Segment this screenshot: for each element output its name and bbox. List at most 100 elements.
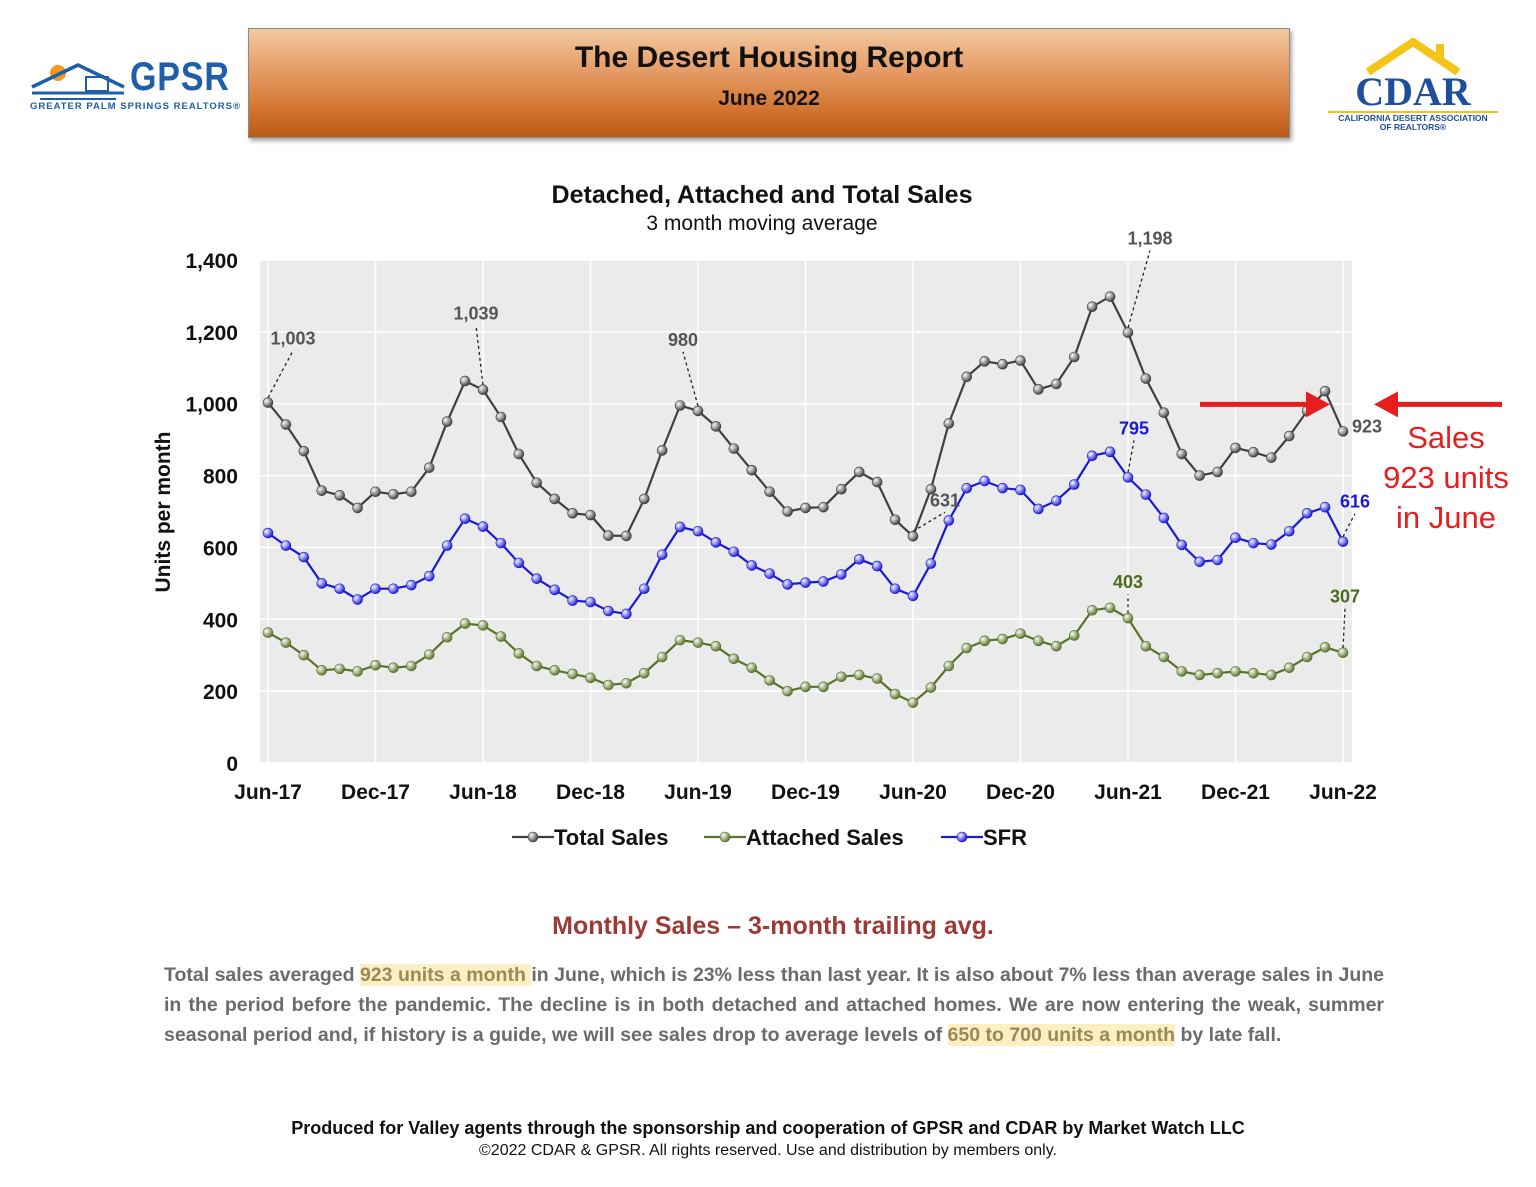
data-point (746, 464, 758, 476)
data-point (549, 493, 560, 505)
data-point (352, 666, 363, 677)
data-point (674, 400, 686, 411)
data-point (262, 397, 274, 408)
data-point (262, 627, 274, 638)
data-point (334, 490, 345, 501)
data-point (531, 573, 543, 584)
data-point (603, 679, 614, 691)
data-point (280, 540, 292, 551)
annotation-label: 980 (668, 330, 698, 350)
y-tick-label: 200 (203, 681, 238, 704)
data-point (692, 405, 704, 417)
data-point (818, 576, 829, 587)
data-point (603, 605, 614, 617)
commentary-text-1: Total sales averaged (164, 964, 360, 986)
annotation-label: 403 (1113, 572, 1143, 592)
data-point (961, 642, 973, 654)
data-point (907, 530, 919, 542)
x-tick-label: Dec-17 (341, 781, 410, 804)
annotation-label: 1,003 (270, 329, 315, 349)
data-point (1140, 489, 1152, 500)
data-point (1176, 539, 1188, 551)
data-point (621, 530, 632, 542)
data-point (800, 577, 811, 588)
data-point (585, 596, 596, 608)
data-point (1194, 669, 1205, 681)
y-tick-label: 1,000 (185, 394, 238, 417)
cdar-roof-icon (1365, 38, 1461, 76)
data-point (979, 475, 990, 487)
data-point (710, 640, 722, 652)
data-point (656, 445, 668, 456)
x-tick-label: Dec-18 (556, 781, 625, 804)
cdar-divider (1328, 111, 1498, 113)
commentary-heading: Monthly Sales – 3-month trailing avg. (552, 912, 994, 940)
data-point (1337, 536, 1349, 547)
annotation-leader (912, 511, 946, 532)
data-point (1122, 327, 1134, 338)
annotation-label: 616 (1340, 492, 1370, 512)
report-banner: The Desert Housing Report June 2022 (248, 28, 1290, 138)
x-tick-label: Jun-18 (449, 781, 517, 804)
data-point (1230, 666, 1241, 677)
data-point (388, 583, 399, 595)
data-point (1301, 651, 1313, 663)
data-point (316, 485, 328, 496)
data-point (370, 583, 381, 595)
data-point (638, 583, 650, 595)
data-point (1319, 642, 1331, 653)
data-point (585, 672, 596, 684)
data-point (1230, 532, 1241, 544)
data-point (728, 443, 740, 454)
data-point (1283, 525, 1295, 537)
data-point (406, 486, 417, 498)
commentary-highlight-1: 923 units a month (359, 964, 532, 986)
data-point (1104, 291, 1116, 302)
data-point (1158, 651, 1170, 663)
data-point (1086, 301, 1098, 313)
data-point (764, 675, 775, 686)
data-point (728, 653, 740, 665)
data-point (836, 671, 847, 683)
data-point (459, 375, 471, 387)
data-point (710, 537, 722, 548)
data-point (853, 553, 865, 565)
sales-line-chart: 0 200 400 600 800 1,000 1,200 1,400 Jun-17 Dec-17… (152, 229, 1502, 850)
data-point (782, 579, 793, 590)
data-point (585, 509, 596, 521)
gpsr-tagline: GREATER PALM SPRINGS REALTORS® (30, 101, 242, 112)
data-point (692, 637, 704, 648)
data-point (674, 521, 686, 533)
data-point (441, 540, 453, 551)
chart-subtitle: 3 month moving average (646, 212, 878, 235)
sales-callout-line2: 923 units (1383, 460, 1509, 495)
data-point (477, 521, 489, 532)
data-point (1337, 647, 1349, 658)
cdar-wordmark: CDAR (1355, 69, 1471, 114)
data-point (495, 631, 507, 642)
data-point (1176, 448, 1188, 460)
data-point (423, 649, 435, 660)
data-point (262, 527, 274, 539)
callout-arrowhead-left (1374, 391, 1398, 418)
data-point (567, 595, 578, 606)
annotation-leader (475, 325, 484, 385)
annotation-label: 1,039 (453, 304, 498, 324)
y-tick-label: 800 (203, 466, 238, 489)
data-point (746, 662, 758, 674)
data-point (1212, 667, 1223, 679)
data-point (907, 697, 919, 708)
data-point (943, 660, 955, 672)
data-point (477, 384, 489, 396)
report-title: The Desert Housing Report (574, 41, 964, 74)
data-point (423, 462, 435, 473)
data-point (871, 560, 883, 572)
data-point (1033, 503, 1044, 515)
x-tick-label: Dec-20 (986, 781, 1055, 804)
data-point (1194, 556, 1205, 568)
data-point (1015, 484, 1026, 496)
data-point (818, 681, 829, 693)
data-point (441, 631, 453, 643)
data-point (352, 594, 363, 605)
data-point (1140, 373, 1152, 384)
